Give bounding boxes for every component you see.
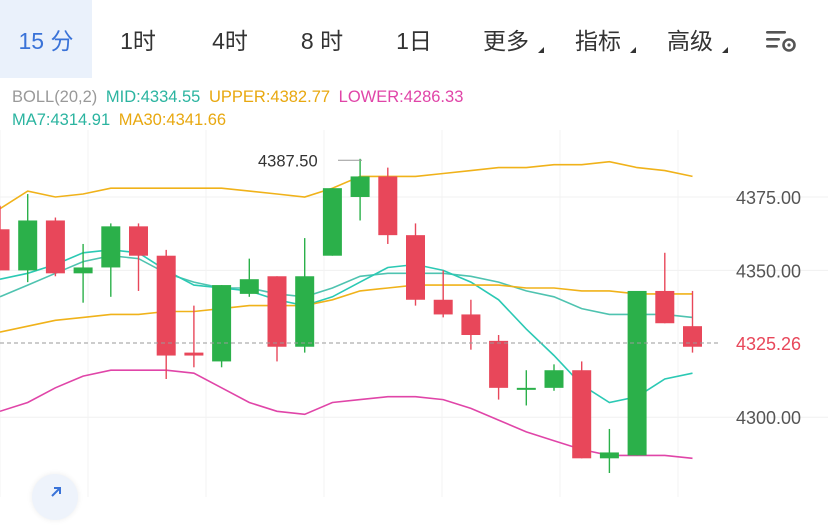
boll-upper: UPPER:4382.77 xyxy=(208,88,331,106)
tab-label: 15 分 xyxy=(18,28,74,54)
candle-body xyxy=(18,220,38,271)
candle-body xyxy=(184,352,204,356)
candlestick-chart[interactable]: 4325.26 4375.00 4350.00 4300.00 4387.50 xyxy=(0,130,828,497)
y-tick-label: 4350.00 xyxy=(736,261,801,281)
current-price-label: 4325.26 xyxy=(736,334,801,354)
tab-label: 更多 xyxy=(483,28,529,54)
boll-mid: MID:4334.55 xyxy=(105,88,201,106)
candle-body xyxy=(461,314,481,335)
tab-1[interactable]: 1时 xyxy=(92,0,184,78)
candle-body xyxy=(101,226,121,268)
candle-body xyxy=(627,290,647,456)
ma30-value: MA30:4341.66 xyxy=(118,111,227,129)
dropdown-caret-icon xyxy=(538,47,544,53)
candle-body xyxy=(350,176,370,197)
boll-lower: LOWER:4286.33 xyxy=(338,88,464,106)
candle-body xyxy=(516,387,536,390)
candle-body xyxy=(655,290,675,324)
boll-legend: BOLL(20,2) MID:4334.55 UPPER:4382.77 LOW… xyxy=(12,88,467,107)
boll-name: BOLL(20,2) xyxy=(12,88,98,106)
candle-body xyxy=(295,276,315,347)
expand-icon xyxy=(51,487,61,497)
tab-0[interactable]: 15 分 xyxy=(0,0,92,78)
candle-body xyxy=(599,452,619,459)
dropdown-caret-icon xyxy=(630,47,636,53)
candle-body xyxy=(489,340,509,388)
tab-4[interactable]: 1日 xyxy=(368,0,460,78)
tab-label: 1时 xyxy=(120,28,156,54)
tab-5[interactable]: 更多 xyxy=(460,0,552,78)
candle-body xyxy=(267,276,287,347)
ma7-value: MA7:4314.91 xyxy=(12,111,111,129)
candle-body xyxy=(212,285,232,362)
candle-body xyxy=(129,226,148,256)
series-line-ma30 xyxy=(0,284,693,333)
tab-3[interactable]: 8 时 xyxy=(276,0,368,78)
tab-label: 1日 xyxy=(396,28,432,54)
candle-body xyxy=(683,326,702,347)
expand-button[interactable] xyxy=(32,474,78,520)
chart-settings-icon[interactable] xyxy=(764,26,798,54)
candle-body xyxy=(0,229,10,271)
dropdown-caret-icon xyxy=(722,47,728,53)
candle-body xyxy=(45,220,65,274)
timeframe-tab-bar: 15 分 1时 4时 8 时 1日 更多 指标 高级 xyxy=(0,0,828,78)
candle-body xyxy=(73,267,93,274)
candle-body xyxy=(378,176,398,236)
candle-body xyxy=(544,370,564,388)
tab-label: 指标 xyxy=(575,28,621,54)
candle-body xyxy=(239,279,259,294)
tab-label: 4时 xyxy=(212,28,248,54)
max-price-label: 4387.50 xyxy=(258,152,318,170)
candle-body xyxy=(156,255,176,356)
tab-7[interactable]: 高级 xyxy=(644,0,736,78)
tab-2[interactable]: 4时 xyxy=(184,0,276,78)
tab-6[interactable]: 指标 xyxy=(552,0,644,78)
tab-label: 8 时 xyxy=(300,28,344,54)
candle-body xyxy=(406,235,425,300)
candle-body xyxy=(572,370,592,459)
tab-label: 高级 xyxy=(667,28,713,54)
candle-body xyxy=(322,188,342,256)
y-tick-label: 4375.00 xyxy=(736,188,801,208)
candle-body xyxy=(433,299,453,315)
series-line-upper xyxy=(0,160,693,210)
y-tick-label: 4300.00 xyxy=(736,408,801,428)
ma-legend: MA7:4314.91 MA30:4341.66 xyxy=(12,111,230,130)
